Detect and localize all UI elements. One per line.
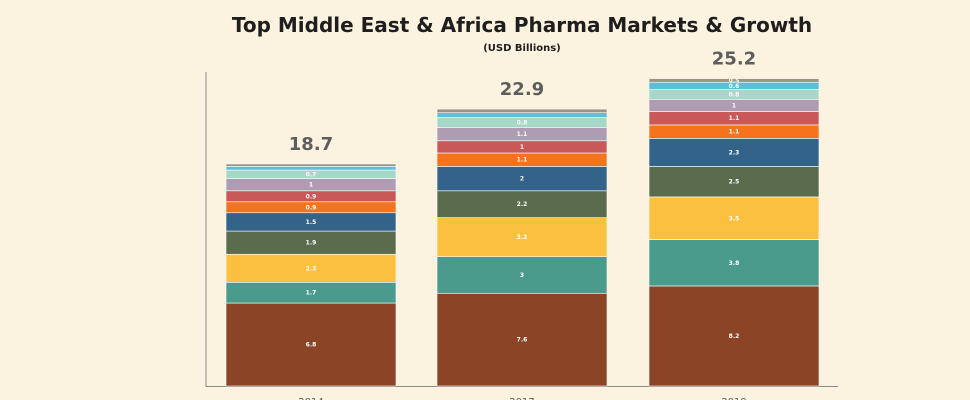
bar-segment bbox=[648, 285, 820, 387]
bar-segment bbox=[436, 166, 608, 192]
bar-segment bbox=[648, 196, 820, 240]
segment-value-label: 1 bbox=[520, 144, 524, 151]
bar-segment bbox=[225, 166, 397, 171]
bar-total-label: 25.2 bbox=[712, 49, 756, 70]
segment-value-label: 0.5 bbox=[729, 77, 740, 84]
segment-value-label: 6.8 bbox=[306, 342, 317, 349]
bar-segment bbox=[648, 239, 820, 287]
segment-value-label: 1.1 bbox=[517, 157, 528, 164]
bar-total-label: 22.9 bbox=[500, 79, 544, 100]
x-tick-label: 2019 bbox=[721, 397, 746, 400]
segment-value-label: 0.8 bbox=[517, 119, 528, 126]
bar-segment bbox=[436, 108, 608, 114]
segment-value-label: 3.2 bbox=[517, 234, 528, 241]
bar-segment bbox=[225, 163, 397, 167]
bar-segment bbox=[436, 190, 608, 218]
chart-title: Top Middle East & Africa Pharma Markets … bbox=[231, 13, 813, 37]
x-tick-label: 2014 bbox=[298, 397, 323, 400]
segment-value-label: 3.5 bbox=[729, 215, 740, 222]
segment-value-label: 0.9 bbox=[306, 204, 317, 211]
segment-value-label: 1.1 bbox=[517, 131, 528, 138]
bar-segment bbox=[225, 253, 397, 283]
x-tick-label: 2017 bbox=[509, 397, 534, 400]
segment-value-label: 2.2 bbox=[517, 201, 528, 208]
bar-segment bbox=[225, 302, 397, 387]
segment-value-label: 1.1 bbox=[729, 129, 740, 136]
segment-value-label: 0.7 bbox=[306, 171, 317, 178]
bar-segment bbox=[648, 78, 820, 83]
segment-value-label: 1.7 bbox=[306, 290, 317, 297]
segment-value-label: 8.2 bbox=[729, 333, 740, 340]
segment-value-label: 2.3 bbox=[729, 149, 740, 156]
segment-value-label: 1 bbox=[732, 102, 736, 109]
bar-segment bbox=[648, 138, 820, 167]
segment-value-label: 0.6 bbox=[729, 83, 740, 90]
chart-subtitle: (USD Billions) bbox=[483, 43, 561, 54]
segment-value-label: 1.5 bbox=[306, 219, 317, 226]
segment-value-label: 0.8 bbox=[729, 91, 740, 98]
segment-value-label: 3.8 bbox=[729, 260, 740, 267]
segment-value-label: 3 bbox=[520, 272, 524, 279]
bar-segment bbox=[436, 217, 608, 257]
segment-value-label: 1.9 bbox=[306, 240, 317, 247]
segment-value-label: 1.1 bbox=[729, 115, 740, 122]
segment-value-label: 1 bbox=[309, 182, 313, 189]
segment-value-label: 2.5 bbox=[729, 179, 740, 186]
bar-segment bbox=[436, 292, 608, 387]
bar-segment bbox=[648, 166, 820, 198]
segment-value-label: 2 bbox=[520, 176, 524, 183]
bar-segment bbox=[436, 112, 608, 118]
segment-value-label: 7.6 bbox=[517, 337, 528, 344]
segment-value-label: 0.9 bbox=[306, 193, 317, 200]
bar-segment bbox=[436, 256, 608, 294]
segment-value-label: 2.3 bbox=[306, 265, 317, 272]
bar-total-label: 18.7 bbox=[289, 134, 333, 155]
